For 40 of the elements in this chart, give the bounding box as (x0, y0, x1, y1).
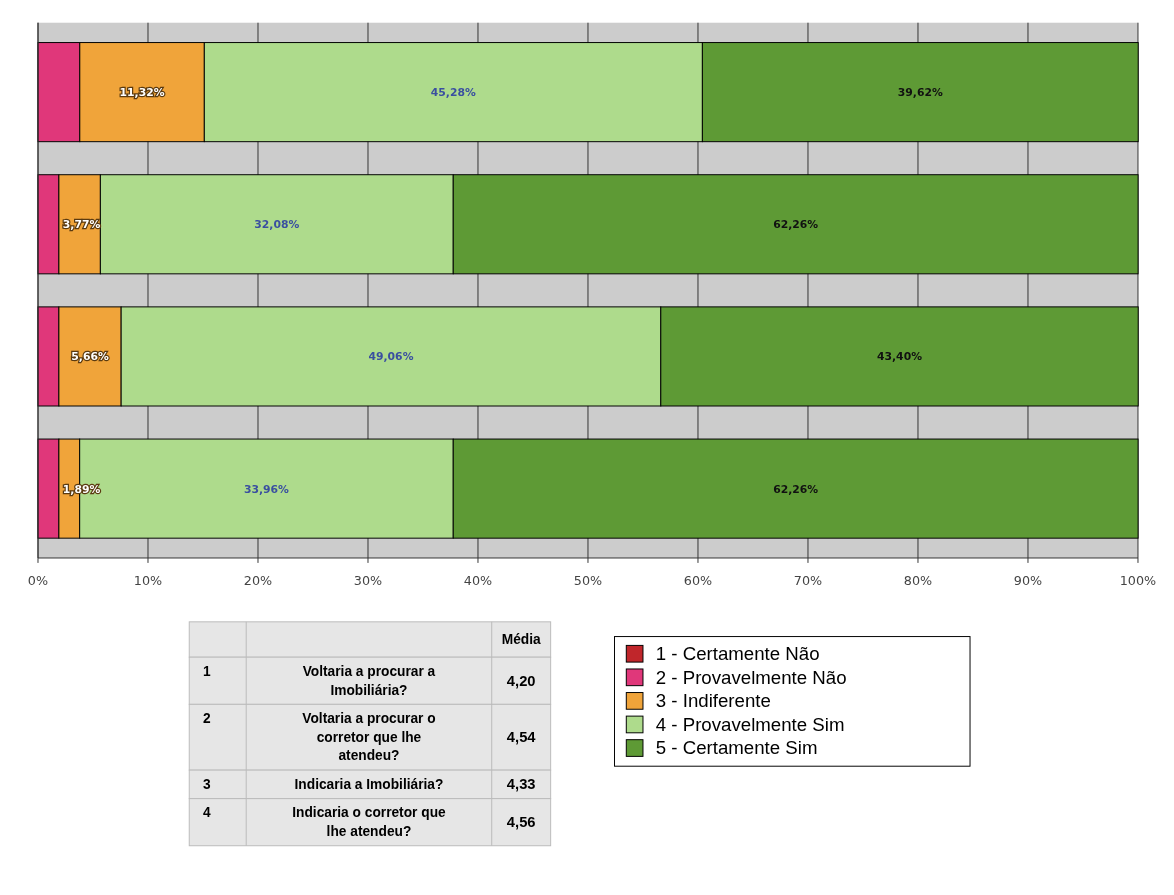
text: 4,56 (506, 814, 536, 831)
x-tick-label: 30% (353, 573, 383, 589)
text: 4 (202, 805, 211, 821)
text: 1 (202, 663, 211, 679)
x-tick-label: 60% (683, 573, 713, 589)
data-label: 45,28% (430, 86, 476, 100)
x-tick-label: 80% (903, 573, 933, 589)
text: 3 (202, 776, 211, 792)
data-label: 39,62% (897, 86, 943, 100)
data-label: 32,08% (254, 218, 300, 232)
x-tick-label: 10% (133, 573, 163, 589)
text: Indicaria o corretor que lhe atendeu? (292, 805, 447, 839)
x-tick-label: 50% (573, 573, 603, 589)
legend-label: 2 - Provavelmente Não (655, 666, 847, 688)
data-label: 62,26% (773, 218, 819, 232)
legend-label: 4 - Provavelmente Sim (655, 713, 845, 735)
text: 4,54 (506, 729, 537, 746)
x-tick-label: 0% (27, 573, 49, 589)
legend-label: 3 - Indiferente (655, 690, 771, 712)
data-label: 43,40% (877, 350, 923, 364)
data-label: 3,77% (62, 218, 101, 232)
x-tick-label: 70% (793, 573, 823, 589)
data-label: 33,96% (243, 482, 290, 496)
legend-label: 5 - Certamente Sim (655, 737, 818, 759)
x-tick-label: 90% (1013, 573, 1043, 589)
text: 2 (202, 710, 211, 726)
text: Voltaria a procurar a Imobiliária? (302, 663, 436, 698)
data-label: 62,26% (773, 482, 819, 496)
text: 4,20 (506, 672, 536, 689)
data-label: 49,06% (368, 350, 414, 364)
legend-label: 1 - Certamente Não (655, 643, 820, 665)
x-tick-label: 40% (463, 573, 493, 589)
x-tick-label: 100% (1119, 573, 1157, 589)
text: Voltaria a procurar o corretor que lhe atendeu? (302, 710, 436, 764)
data-label: 11,32% (119, 86, 165, 100)
text: Indicaria a Imobiliária? (294, 776, 444, 792)
x-tick-label: 20% (243, 573, 273, 589)
data-label: 5,66% (71, 350, 109, 364)
text: 4,33 (506, 776, 536, 793)
text: Média (501, 632, 542, 648)
